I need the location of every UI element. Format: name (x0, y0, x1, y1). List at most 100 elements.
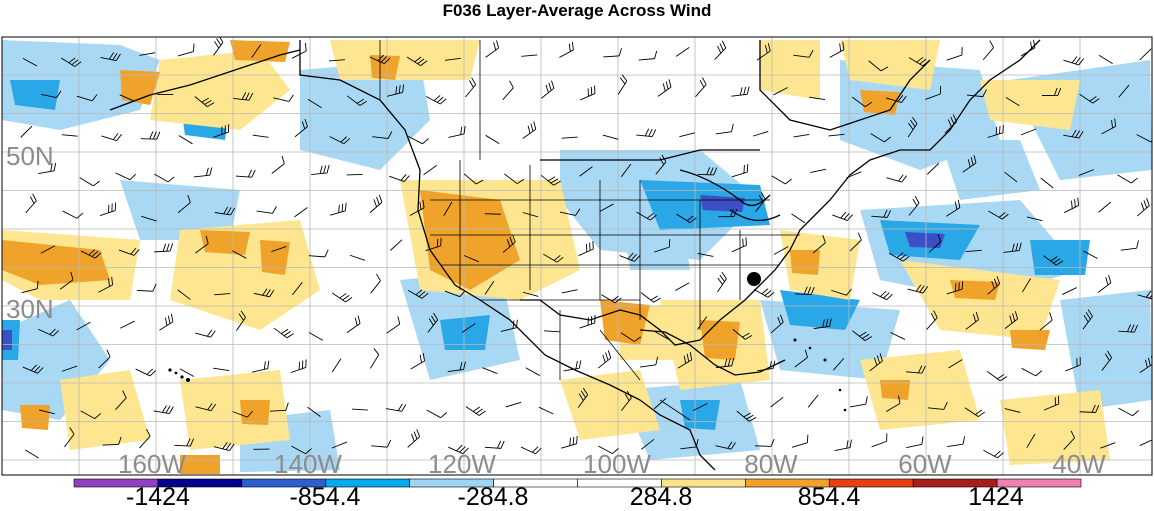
wind-barb (580, 85, 596, 101)
wind-barb (1041, 87, 1062, 96)
wind-barb (773, 246, 789, 255)
wind-barb (372, 131, 393, 139)
wind-barb (346, 95, 367, 106)
wind-barb (962, 155, 977, 173)
wind-barb (812, 235, 826, 254)
wind-barb (331, 441, 348, 449)
wind-barb (948, 359, 963, 369)
colorbar-label: 854.4 (797, 483, 861, 511)
wind-barb (253, 288, 275, 298)
wind-barb (195, 235, 209, 254)
wind-barb (679, 132, 696, 138)
lon-label-100w: 100W (583, 449, 651, 479)
wind-barb (213, 367, 230, 371)
wind-barb (484, 280, 495, 295)
wind-barb (389, 174, 410, 183)
wind-barb (579, 166, 593, 177)
wind-barb (252, 360, 270, 373)
wind-barb (328, 59, 346, 62)
wind-barb (732, 328, 753, 340)
wind-barb (59, 271, 74, 290)
wind-barb (311, 165, 330, 176)
wind-barb (273, 327, 294, 339)
wind-barb (965, 311, 979, 330)
wind-barb (715, 357, 735, 369)
wind-barb (794, 349, 808, 368)
wind-barb (889, 252, 910, 262)
wind-barb (370, 273, 381, 294)
wind-barb (868, 60, 889, 72)
location-marker (747, 272, 761, 286)
wind-barb (102, 436, 122, 446)
wind-barb (906, 436, 924, 449)
wind-barb (641, 438, 655, 450)
wind-barb (443, 201, 453, 216)
wind-barb (851, 96, 873, 107)
colorbar-label: -854.4 (289, 483, 361, 511)
wind-barb (271, 245, 287, 253)
wind-barb (500, 319, 518, 332)
lon-label-60w: 60W (898, 449, 952, 479)
wind-barb (579, 315, 596, 329)
lon-label-40w: 40W (1052, 449, 1106, 479)
colorbar-label: -284.8 (457, 483, 529, 511)
wind-barb (465, 77, 477, 98)
wind-barb (885, 395, 901, 412)
wind-barb (638, 50, 658, 61)
wind-barb (885, 94, 907, 103)
wind-barb (905, 365, 926, 374)
wind-barb (387, 84, 405, 97)
wind-barb (194, 96, 215, 107)
wind-barb (425, 237, 442, 252)
wind-barb (38, 328, 59, 337)
wind-barb (79, 177, 100, 187)
wind-barb (40, 245, 56, 254)
wind-barb (718, 208, 738, 218)
wind-barb (484, 213, 501, 215)
wind-barb (791, 213, 806, 224)
wind-barb (463, 173, 484, 185)
wind-barb (410, 352, 425, 370)
wind-barb (890, 332, 906, 340)
wind-barb (61, 365, 78, 372)
wind-barb (482, 367, 498, 374)
wind-barb (291, 445, 312, 455)
wind-barb (601, 294, 622, 304)
wind-barb (620, 163, 632, 178)
wind-barb (543, 253, 564, 263)
wind-barb (177, 194, 191, 214)
wind-barbs (20, 37, 1152, 459)
wind-barb (20, 125, 33, 138)
wind-barb (944, 114, 957, 134)
wind-barb (349, 254, 366, 261)
islands (168, 338, 847, 412)
wind-barb (987, 276, 1001, 295)
wind-barb (294, 118, 308, 138)
wind-barb (697, 252, 714, 257)
map-title: F036 Layer-Average Across Wind (442, 1, 712, 20)
graticule (2, 37, 1152, 475)
wind-barb (386, 316, 401, 334)
wind-barb (852, 330, 873, 342)
wind-barb (1004, 311, 1019, 330)
wind-barb (1064, 197, 1079, 214)
wind-barb (653, 397, 667, 410)
wind-barb (832, 211, 853, 221)
wind-barb (886, 174, 907, 183)
wind-barb (505, 401, 522, 408)
wind-barb (869, 353, 883, 372)
wind-barb (1020, 39, 1036, 57)
wind-barb (946, 281, 964, 295)
wind-barb (235, 169, 256, 178)
wind-barb (770, 314, 784, 334)
wind-barb (232, 250, 247, 259)
wind-barb (541, 80, 555, 99)
wind-barb (25, 193, 37, 214)
wind-barb (292, 282, 303, 296)
wind-barb (101, 133, 122, 142)
wind-barb (563, 360, 582, 372)
wind-barb (1040, 177, 1054, 189)
wind-barb (1097, 275, 1112, 293)
wind-barb (177, 289, 191, 300)
wind-barb (807, 394, 819, 408)
